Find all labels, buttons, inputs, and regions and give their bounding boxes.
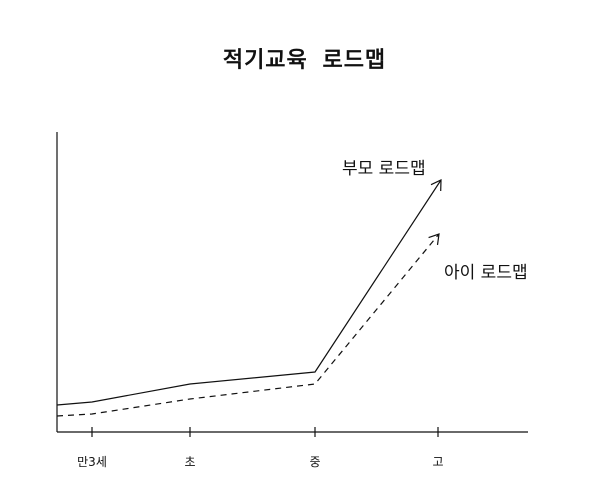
x-tick-label: 고 [432, 455, 443, 469]
series-line [56, 179, 442, 406]
x-tick-label: 초 [184, 455, 195, 469]
series-line [56, 233, 440, 417]
series-arrowhead [430, 179, 442, 192]
x-tick-label: 만3세 [77, 455, 107, 469]
series-arrowhead [428, 233, 440, 245]
x-tick-label: 중 [309, 455, 320, 469]
chart-title: 적기교육 로드맵 [222, 48, 387, 73]
series-label: 아이 로드맵 [444, 263, 528, 283]
series-label: 부모 로드맵 [342, 159, 426, 179]
